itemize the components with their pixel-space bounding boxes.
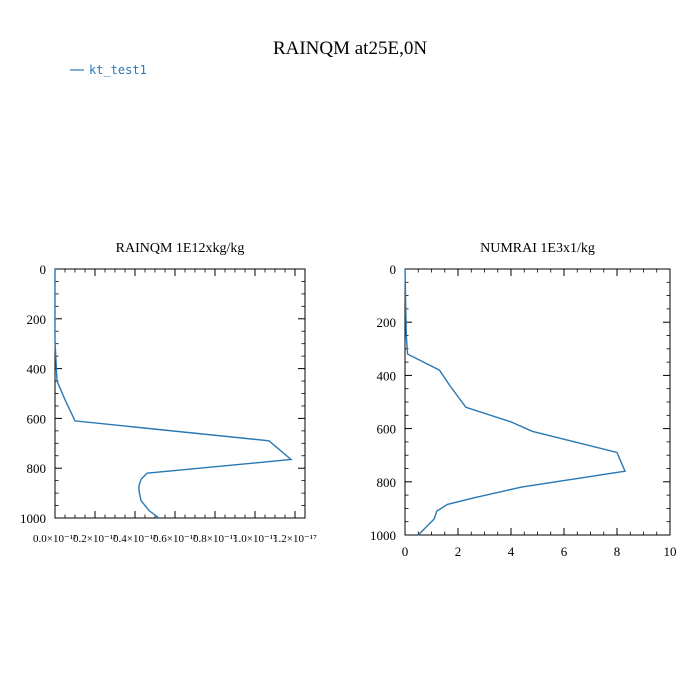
panel-rainqm: RAINQM 1E12xkg/kg 0 200 400 600 800 1000 0.0×10… <box>20 241 317 545</box>
numrai-ytick-label: 400 <box>377 368 397 383</box>
numrai-xtick-label: 0 <box>402 544 409 559</box>
numrai-xtick-label: 8 <box>614 544 621 559</box>
numrai-xtick-label: 2 <box>455 544 462 559</box>
rainqm-ytick-label: 0 <box>40 262 47 277</box>
rainqm-ytick-label: 400 <box>27 362 47 377</box>
numrai-frame <box>404 268 671 536</box>
rainqm-ytick-label: 200 <box>27 312 47 327</box>
rainqm-xtick-label: 0.8×10⁻¹⁷ <box>193 533 237 545</box>
rainqm-xtick-label: 0.2×10⁻¹⁷ <box>73 533 117 545</box>
rainqm-xtick-label: 1.0×10⁻¹⁷ <box>233 533 277 545</box>
rainqm-frame <box>54 268 306 519</box>
numrai-ytick-label: 0 <box>390 262 397 277</box>
numrai-xtick-label: 6 <box>561 544 568 559</box>
panel-numrai: NUMRAI 1E3x1/kg 0 200 400 600 800 1000 0 2 4 6 8 10 <box>370 241 677 559</box>
figure-title: RAINQM at25E,0N <box>273 38 427 59</box>
numrai-title: NUMRAI 1E3x1/kg <box>480 241 595 256</box>
numrai-series-line <box>404 268 626 536</box>
rainqm-xtick-label: 0.4×10⁻¹⁷ <box>113 533 157 545</box>
numrai-ytick-label: 200 <box>377 315 397 330</box>
rainqm-ytick-label: 600 <box>27 411 47 426</box>
rainqm-ytick-label: 1000 <box>20 511 46 526</box>
legend: kt_test1 <box>70 63 147 77</box>
legend-label: kt_test1 <box>89 63 147 77</box>
rainqm-title: RAINQM 1E12xkg/kg <box>116 241 245 256</box>
rainqm-xtick-label: 1.2×10⁻¹⁷ <box>273 533 317 545</box>
numrai-ytick-label: 600 <box>377 422 397 437</box>
numrai-xtick-label: 4 <box>508 544 515 559</box>
numrai-ytick-label: 800 <box>377 475 397 490</box>
rainqm-ytick-label: 800 <box>27 461 47 476</box>
numrai-xtick-label: 10 <box>664 544 677 559</box>
rainqm-series-line <box>54 269 293 519</box>
numrai-ytick-label: 1000 <box>370 528 396 543</box>
rainqm-xtick-label: 0.0×10⁻¹⁷ <box>33 533 77 545</box>
rainqm-xtick-label: 0.6×10⁻¹⁷ <box>153 533 197 545</box>
